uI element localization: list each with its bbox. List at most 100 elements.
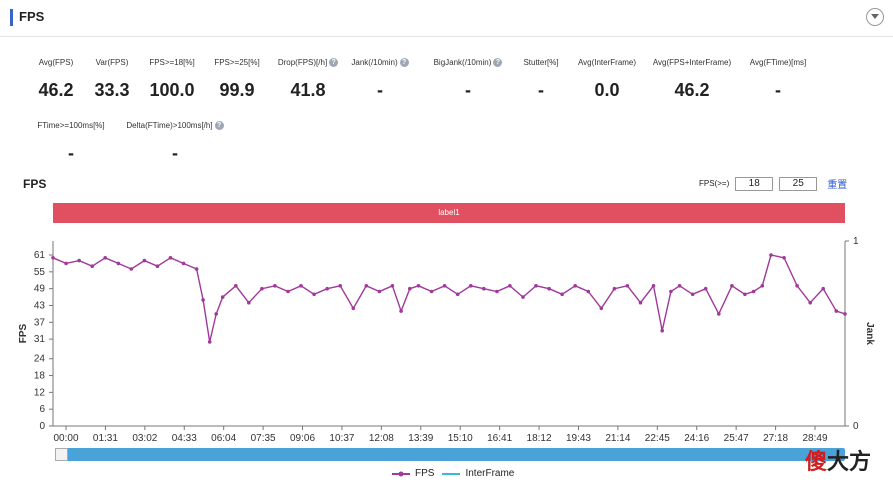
fps-point — [155, 264, 160, 269]
legend-item-interframe[interactable]: InterFrame — [442, 468, 514, 479]
help-icon[interactable]: ? — [399, 58, 409, 67]
fps-point — [834, 309, 839, 313]
metric-value: - — [68, 143, 74, 163]
fps-point — [743, 292, 747, 297]
metric-label: Avg(InterFrame) — [577, 58, 637, 67]
y2-tick-label: 1 — [853, 236, 859, 247]
fps-point — [638, 300, 643, 305]
fps-threshold-input-2[interactable]: 25 — [779, 176, 818, 191]
fps-point — [769, 253, 773, 257]
reset-link[interactable]: 重置 — [827, 180, 848, 191]
x-tick-label: 22:45 — [645, 433, 670, 444]
metric-value: 41.8 — [290, 80, 326, 100]
x-tick-label: 04:33 — [172, 433, 197, 444]
y-tick-label: 31 — [34, 334, 46, 345]
fps-point — [416, 284, 421, 288]
fps-point — [103, 255, 107, 260]
metric-value: 46.2 — [674, 80, 710, 100]
fps-point — [207, 340, 212, 344]
y-tick-label: 18 — [34, 371, 46, 382]
fps-point — [482, 286, 486, 291]
metric-metrics_row1-9: Avg(FPS+InterFrame) 46.2 — [642, 52, 742, 101]
metric-value: 100.0 — [149, 80, 195, 100]
fps-threshold-input-1[interactable]: 18 — [735, 176, 774, 191]
metric-label: Avg(FTime)[ms] — [749, 58, 807, 67]
x-tick-label: 12:08 — [369, 433, 394, 444]
help-icon[interactable]: ? — [329, 58, 339, 67]
y2-tick-label: 0 — [853, 421, 859, 432]
x-tick-label: 28:49 — [802, 433, 827, 444]
collapse-toggle-button[interactable] — [866, 8, 884, 26]
fps-point — [51, 255, 55, 260]
fps-point — [273, 284, 277, 288]
chart-title: FPS — [23, 177, 47, 191]
metric-value: - — [538, 80, 544, 100]
help-icon[interactable]: ? — [493, 58, 503, 67]
fps-point — [547, 286, 551, 291]
fps-point — [651, 284, 656, 288]
section-header: FPS — [0, 0, 893, 37]
fps-point — [390, 284, 395, 288]
x-tick-label: 27:18 — [763, 433, 788, 444]
fps-point — [495, 289, 499, 294]
scrollbar-handle[interactable] — [55, 448, 68, 461]
fps-point — [168, 255, 173, 260]
fps-point — [782, 255, 786, 260]
legend-label-interframe: InterFrame — [465, 468, 515, 479]
fps-point — [116, 261, 121, 266]
fps-point — [586, 289, 591, 294]
fps-point — [573, 284, 577, 288]
y-tick-label: 6 — [39, 404, 45, 415]
fps-point — [364, 284, 369, 288]
fps-point — [795, 284, 799, 288]
fps-point — [247, 300, 251, 305]
x-tick-label: 21:14 — [605, 433, 630, 444]
fps-point — [377, 289, 382, 294]
metric-value: 46.2 — [38, 80, 74, 100]
metric-value: 0.0 — [594, 80, 620, 100]
metric-label: Stutter[%] — [523, 58, 559, 67]
fps-point — [751, 289, 756, 294]
metric-metrics_row2-1: Delta(FTime)>100ms[/h]? - — [125, 115, 225, 164]
metric-label: Drop(FPS)[/h] — [277, 58, 328, 67]
metric-metrics_row1-3: FPS>=25[%] 99.9 — [187, 52, 287, 101]
fps-filter: FPS(>=) 18 25 重置 — [699, 176, 847, 191]
y-axis-label: FPS — [18, 323, 29, 343]
fps-point — [214, 312, 218, 316]
fps-point — [703, 286, 708, 291]
x-tick-label: 03:02 — [132, 433, 157, 444]
fps-point — [325, 286, 330, 291]
fps-point — [142, 258, 147, 263]
legend-item-fps[interactable]: FPS — [392, 468, 434, 479]
fps-point — [508, 284, 512, 288]
section-title: FPS — [19, 9, 45, 24]
y-tick-label: 61 — [34, 250, 46, 261]
fps-point — [843, 312, 847, 316]
metric-label: Jank(/10min) — [351, 58, 398, 67]
fps-point — [717, 312, 721, 316]
fps-point — [821, 286, 825, 291]
fps-point — [730, 284, 734, 288]
fps-point — [408, 286, 412, 291]
fps-point — [234, 284, 238, 288]
x-tick-label: 24:16 — [684, 433, 709, 444]
fps-point — [442, 284, 447, 288]
label-bar[interactable]: label1 — [53, 203, 845, 223]
fps-point — [90, 264, 94, 269]
metric-value: 99.9 — [219, 80, 255, 100]
x-tick-label: 15:10 — [448, 433, 473, 444]
timeline-scrollbar[interactable] — [55, 448, 845, 461]
fps-point — [260, 286, 264, 291]
fps-point — [181, 261, 186, 266]
fps-series-line — [52, 254, 846, 343]
metric-metrics_row1-6: BigJank(/10min)? - — [418, 52, 518, 101]
y-tick-label: 37 — [34, 317, 46, 328]
x-tick-label: 16:41 — [487, 433, 512, 444]
fps-point — [690, 292, 695, 297]
metric-value: - — [377, 80, 383, 100]
y-tick-label: 49 — [34, 284, 46, 295]
fps-point — [338, 284, 343, 288]
fps-point — [534, 284, 538, 288]
fps-point — [201, 298, 205, 302]
help-icon[interactable]: ? — [214, 121, 224, 130]
